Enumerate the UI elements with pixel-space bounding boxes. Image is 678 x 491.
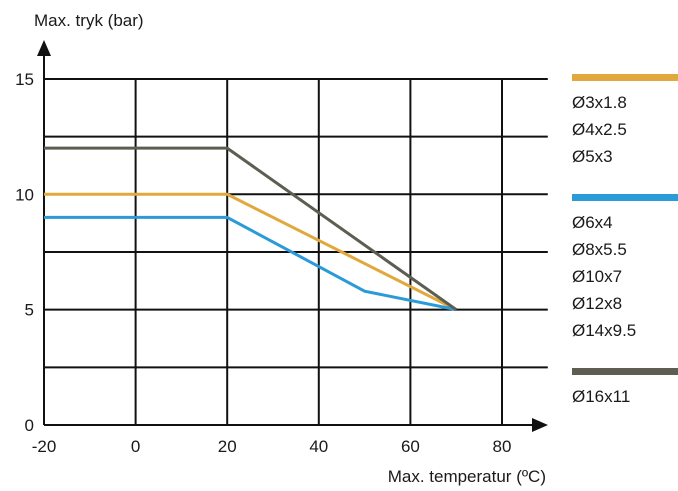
legend: Ø3x1.8 Ø4x2.5 Ø5x3 Ø6x4 Ø8x5.5 Ø10x7 Ø12x8 Ø14x… <box>572 74 678 406</box>
series-line-1 <box>44 192 457 311</box>
legend-label: Ø8x5.5 <box>572 240 627 259</box>
legend-swatch-2 <box>572 194 678 201</box>
x-tick-label: 60 <box>401 437 420 456</box>
y-tick-labels: 0 5 10 15 <box>15 70 34 435</box>
legend-label: Ø4x2.5 <box>572 120 627 139</box>
legend-label: Ø3x1.8 <box>572 93 627 112</box>
y-tick-label: 15 <box>15 70 34 89</box>
x-axis-arrow-icon <box>532 418 548 432</box>
x-tick-label: -20 <box>32 437 57 456</box>
x-axis-title: Max. temperatur (ºC) <box>388 467 546 486</box>
series-lines <box>44 146 458 312</box>
legend-label: Ø6x4 <box>572 213 613 232</box>
grid <box>44 77 548 425</box>
y-tick-label: 5 <box>25 301 34 320</box>
x-tick-label: 80 <box>493 437 512 456</box>
legend-label: Ø12x8 <box>572 294 622 313</box>
y-axis-arrow-icon <box>37 40 51 56</box>
y-tick-label: 10 <box>15 185 34 204</box>
series-line-3 <box>44 146 458 311</box>
legend-swatch-1 <box>572 74 678 81</box>
legend-label: Ø5x3 <box>572 147 613 166</box>
legend-label: Ø14x9.5 <box>572 321 636 340</box>
legend-swatch-3 <box>572 368 678 375</box>
axes <box>37 40 548 432</box>
x-tick-labels: -20 0 20 40 60 80 <box>32 437 512 456</box>
legend-label: Ø10x7 <box>572 267 622 286</box>
legend-label: Ø16x11 <box>572 387 630 406</box>
x-tick-label: 40 <box>309 437 328 456</box>
y-tick-label: 0 <box>25 416 34 435</box>
series-line-2 <box>44 215 457 312</box>
y-axis-title: Max. tryk (bar) <box>34 11 144 30</box>
x-tick-label: 0 <box>131 437 140 456</box>
x-tick-label: 20 <box>218 437 237 456</box>
